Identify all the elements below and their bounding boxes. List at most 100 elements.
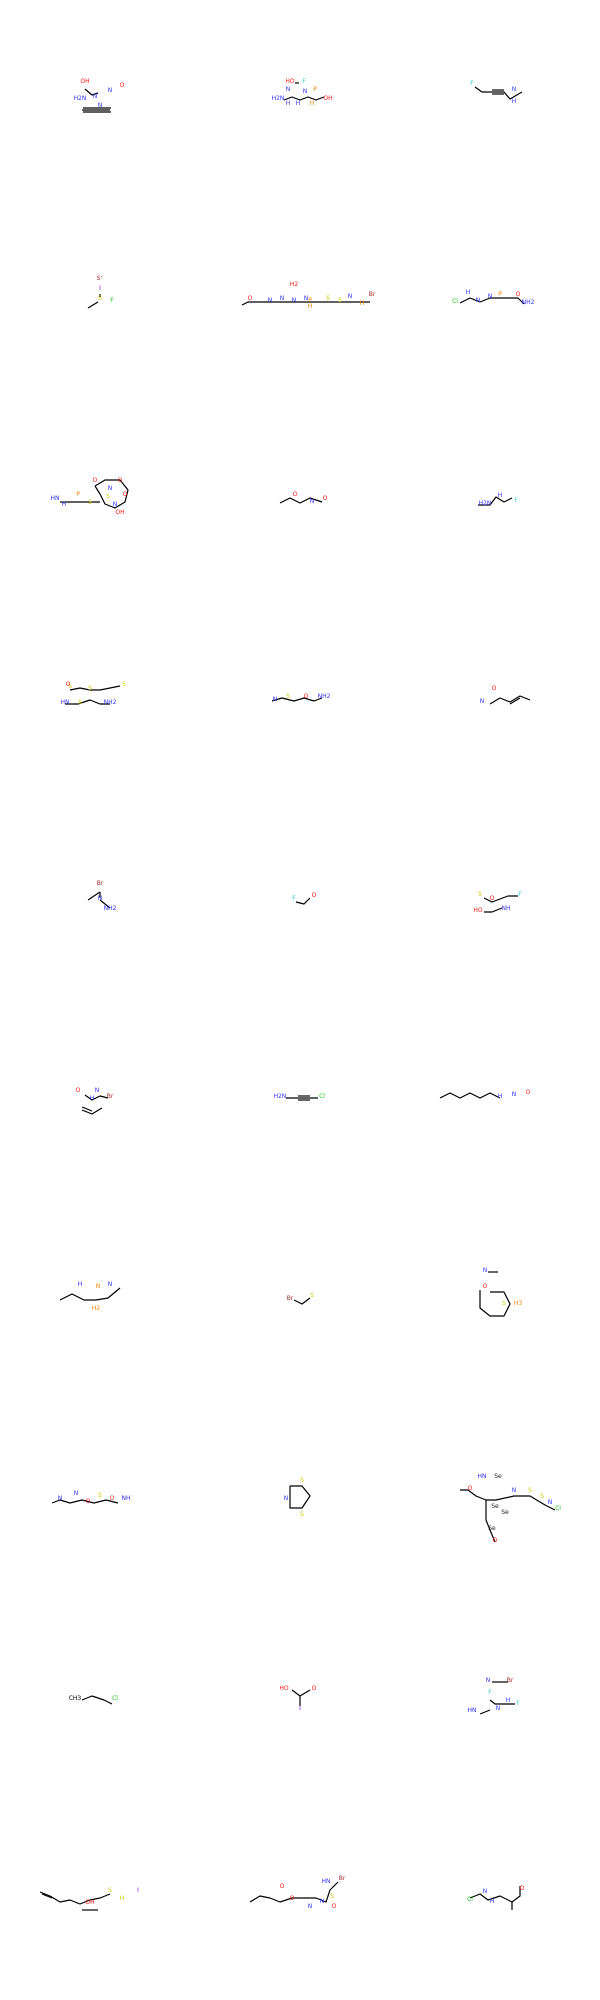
atom-label: N [108,1281,113,1288]
molecule-21: N O S H3 [479,1267,522,1317]
atom-label: Cl [467,1896,473,1903]
atom-label: F [488,1689,492,1696]
atom-label: S [98,1492,102,1499]
bond-line [41,1893,53,1899]
atom-label: O [110,1495,115,1502]
atom-label: Br [339,1875,346,1882]
atom-label: H [62,501,67,508]
molecule-15: S O F HO NH [473,891,522,914]
atom-label: OH [80,78,89,85]
atom-label: S [330,1893,334,1900]
molecule-30: Cl NH O [467,1885,525,1910]
atom-label: S [338,297,342,304]
atom-label: N [486,1677,491,1684]
atom-label: S [68,683,72,690]
atom-label: OH [115,509,124,516]
atom-label: P [76,491,80,498]
bond-line [478,496,513,506]
molecule-20: Br S [287,1292,314,1305]
atom-label: N [308,1903,313,1910]
atom-label: NH2 [104,905,117,912]
atom-label: Br [507,1677,514,1684]
atom-label: O [332,1903,337,1910]
atom-label: O [312,892,317,899]
atom-label: S [98,295,102,302]
atom-label: N [483,1888,488,1895]
bond-line [489,1699,515,1705]
bond-line [84,88,99,96]
bond-line [485,1500,496,1543]
atom-label: F [292,895,296,902]
molecule-11: N S O NH2 [271,693,331,703]
atom-label: Se [488,1525,496,1532]
molecule-9: H2N H F [478,492,518,507]
atom-label: H [512,98,517,105]
bond-line [84,1094,109,1101]
atom-label: N [320,1898,325,1905]
atom-label: H [360,300,365,307]
molecule-16: O HN Br [76,1087,114,1115]
atom-label: H [498,1093,503,1100]
atom-label: H2N [479,500,492,507]
atom-label: N [496,1705,501,1712]
atom-label: S [300,1477,304,1484]
atom-label: N [108,87,113,94]
atom-label: O [290,1895,295,1902]
bond-line [469,1886,521,1903]
bond-line [460,1489,556,1511]
atom-label: N [93,93,98,100]
atom-label: H [120,1895,125,1902]
bond-line [479,1709,491,1715]
atom-label: S [88,499,92,506]
atom-label: O [120,82,125,89]
atom-label: N [480,698,485,705]
atom-label: N [268,297,273,304]
atom-label: N [108,485,113,492]
bond-line [39,1891,111,1905]
bond-line [509,697,521,705]
atom-label: O [93,477,98,484]
atom-label: HN [468,1707,477,1714]
bond-line [484,907,503,913]
atom-label: H [498,492,503,499]
atom-label: NH2 [318,693,331,700]
bond-line [81,1106,93,1112]
atom-label: OH [85,1899,94,1906]
atom-label: Cl [319,1093,325,1100]
molecule-28: S I H OH [39,1887,139,1911]
atom-label: O [118,477,123,484]
bond-line [474,86,523,100]
atom-label: Cl [452,298,458,305]
bond-line [87,891,101,901]
bond-line [81,1695,113,1705]
bond-line [51,1499,119,1504]
atom-label: P [308,297,312,304]
atom-label: N [273,696,278,703]
atom-label: N [483,1267,488,1274]
atom-label: P [313,86,317,93]
atom-label: H [490,1898,495,1905]
bond-line [479,1290,511,1317]
atom-label: O [516,291,521,298]
atom-label: O [323,495,328,502]
atom-label: N [58,1495,63,1502]
bond-line [87,301,99,309]
atom-label: N [476,297,481,304]
atom-label: N [98,102,103,109]
atom-label: I [137,1887,139,1894]
molecule-3: F HN [470,80,523,105]
molecule-25: CH3 Cl [69,1695,118,1705]
bond-line [489,695,531,705]
atom-label: N [512,1091,517,1098]
atom-label: N [284,1495,289,1502]
